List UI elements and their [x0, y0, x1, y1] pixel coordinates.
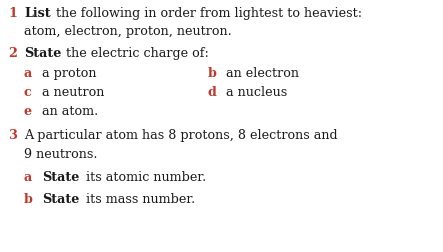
Text: b: b [24, 192, 33, 205]
Text: its mass number.: its mass number. [82, 192, 195, 205]
Text: State: State [24, 47, 62, 60]
Text: A particular atom has 8 protons, 8 electrons and: A particular atom has 8 protons, 8 elect… [24, 129, 338, 141]
Text: its atomic number.: its atomic number. [82, 170, 206, 183]
Text: State: State [42, 170, 79, 183]
Text: a neutron: a neutron [42, 86, 105, 99]
Text: e: e [24, 105, 32, 117]
Text: atom, electron, proton, neutron.: atom, electron, proton, neutron. [24, 25, 232, 38]
Text: 9 neutrons.: 9 neutrons. [24, 147, 97, 160]
Text: d: d [208, 86, 217, 99]
Text: a: a [24, 170, 32, 183]
Text: a proton: a proton [42, 67, 97, 80]
Text: 3: 3 [8, 129, 17, 141]
Text: List: List [24, 7, 51, 20]
Text: b: b [208, 67, 217, 80]
Text: c: c [24, 86, 32, 99]
Text: an electron: an electron [226, 67, 299, 80]
Text: the following in order from lightest to heaviest:: the following in order from lightest to … [52, 7, 362, 20]
Text: a: a [24, 67, 32, 80]
Text: 1: 1 [8, 7, 17, 20]
Text: State: State [42, 192, 79, 205]
Text: a nucleus: a nucleus [226, 86, 287, 99]
Text: an atom.: an atom. [42, 105, 98, 117]
Text: 2: 2 [8, 47, 17, 60]
Text: the electric charge of:: the electric charge of: [62, 47, 209, 60]
